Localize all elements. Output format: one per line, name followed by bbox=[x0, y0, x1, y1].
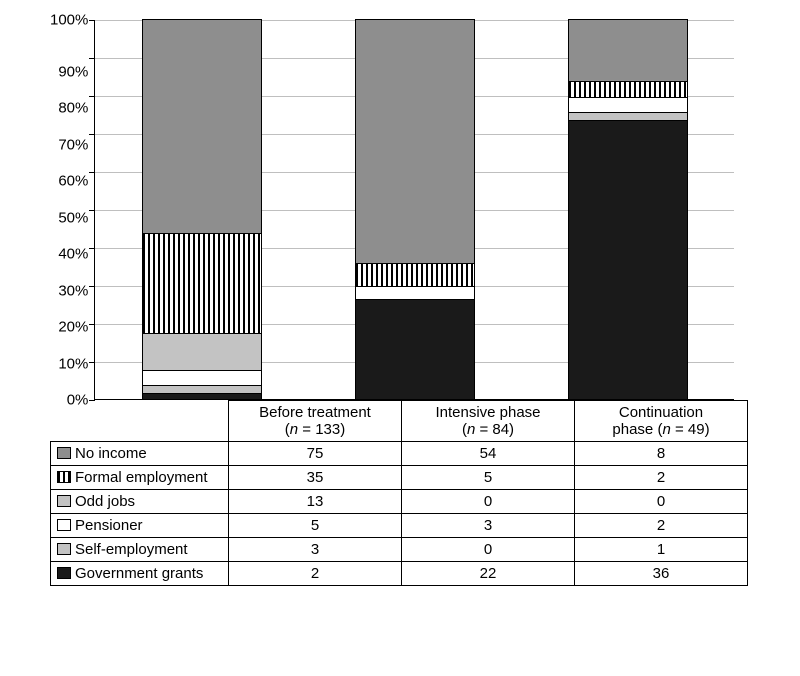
legend-swatch-no_income bbox=[57, 447, 71, 459]
bar-segment-pensioner bbox=[142, 370, 262, 384]
table-row: Pensioner532 bbox=[51, 514, 748, 538]
legend-swatch-odd_jobs bbox=[57, 495, 71, 507]
table-row: Formal employment3552 bbox=[51, 466, 748, 490]
table-cell: 35 bbox=[229, 466, 402, 490]
y-tick-label: 50% bbox=[58, 210, 88, 225]
y-tick-label: 90% bbox=[58, 64, 88, 79]
legend-swatch-gov_grants bbox=[57, 567, 71, 579]
table-cell: 0 bbox=[402, 490, 575, 514]
table-cell: 0 bbox=[575, 490, 748, 514]
legend-swatch-formal bbox=[57, 471, 71, 483]
legend-label-formal: Formal employment bbox=[51, 466, 229, 490]
bar-segment-no_income bbox=[568, 19, 688, 81]
y-tick-label: 60% bbox=[58, 174, 88, 189]
table-cell: 75 bbox=[229, 442, 402, 466]
table-cell: 2 bbox=[575, 466, 748, 490]
table-cell: 5 bbox=[229, 514, 402, 538]
bar-segment-self_emp bbox=[142, 385, 262, 394]
y-axis-labels: 100%90%80%70%60%50%40%30%20%10%0% bbox=[50, 20, 94, 400]
y-tick-label: 70% bbox=[58, 137, 88, 152]
bar-group bbox=[95, 20, 734, 399]
table-cell: 3 bbox=[229, 538, 402, 562]
table-header-row: Before treatment(n = 133)Intensive phase… bbox=[51, 401, 748, 442]
bar-segment-pensioner bbox=[568, 97, 688, 113]
table-cell: 54 bbox=[402, 442, 575, 466]
legend-swatch-self_emp bbox=[57, 543, 71, 555]
table-cell: 5 bbox=[402, 466, 575, 490]
legend-label-gov_grants: Government grants bbox=[51, 562, 229, 586]
table-cell: 22 bbox=[402, 562, 575, 586]
bar-segment-formal bbox=[568, 81, 688, 97]
column-header: Continuationphase (n = 49) bbox=[575, 401, 748, 442]
legend-label-self_emp: Self-employment bbox=[51, 538, 229, 562]
table-cell: 3 bbox=[402, 514, 575, 538]
y-tick-label: 20% bbox=[58, 320, 88, 335]
column-header: Intensive phase(n = 84) bbox=[402, 401, 575, 442]
y-tick-label: 0% bbox=[67, 393, 89, 408]
table-row: Self-employment301 bbox=[51, 538, 748, 562]
table-cell: 2 bbox=[575, 514, 748, 538]
table-row: No income75548 bbox=[51, 442, 748, 466]
legend-label-odd_jobs: Odd jobs bbox=[51, 490, 229, 514]
y-tick-label: 100% bbox=[50, 13, 88, 28]
bar-segment-pensioner bbox=[355, 286, 475, 300]
stacked-bar bbox=[142, 19, 262, 399]
table-row: Government grants22236 bbox=[51, 562, 748, 586]
column-header: Before treatment(n = 133) bbox=[229, 401, 402, 442]
table-cell: 1 bbox=[575, 538, 748, 562]
chart-area: 100%90%80%70%60%50%40%30%20%10%0% bbox=[50, 20, 780, 400]
bar-segment-gov_grants bbox=[568, 120, 688, 399]
bar-segment-formal bbox=[355, 263, 475, 286]
bar-segment-no_income bbox=[355, 19, 475, 263]
plot-area bbox=[94, 20, 734, 400]
table-cell: 36 bbox=[575, 562, 748, 586]
y-tick-label: 40% bbox=[58, 247, 88, 262]
bar-segment-gov_grants bbox=[355, 299, 475, 399]
legend-label-no_income: No income bbox=[51, 442, 229, 466]
bar-segment-odd_jobs bbox=[142, 333, 262, 370]
legend-label-pensioner: Pensioner bbox=[51, 514, 229, 538]
y-tick bbox=[89, 400, 95, 401]
legend-swatch-pensioner bbox=[57, 519, 71, 531]
bar-segment-formal bbox=[142, 233, 262, 333]
table-cell: 2 bbox=[229, 562, 402, 586]
table-cell: 8 bbox=[575, 442, 748, 466]
table-cell: 0 bbox=[402, 538, 575, 562]
bar-segment-gov_grants bbox=[142, 393, 262, 399]
stacked-bar bbox=[568, 19, 688, 399]
bar-segment-no_income bbox=[142, 19, 262, 233]
bar-segment-self_emp bbox=[568, 112, 688, 120]
table-row: Odd jobs1300 bbox=[51, 490, 748, 514]
data-table: Before treatment(n = 133)Intensive phase… bbox=[50, 400, 748, 586]
y-tick-label: 80% bbox=[58, 101, 88, 116]
table-cell: 13 bbox=[229, 490, 402, 514]
data-table-wrap: Before treatment(n = 133)Intensive phase… bbox=[50, 400, 780, 586]
y-tick-label: 10% bbox=[58, 356, 88, 371]
y-tick-label: 30% bbox=[58, 283, 88, 298]
stacked-bar bbox=[355, 19, 475, 399]
